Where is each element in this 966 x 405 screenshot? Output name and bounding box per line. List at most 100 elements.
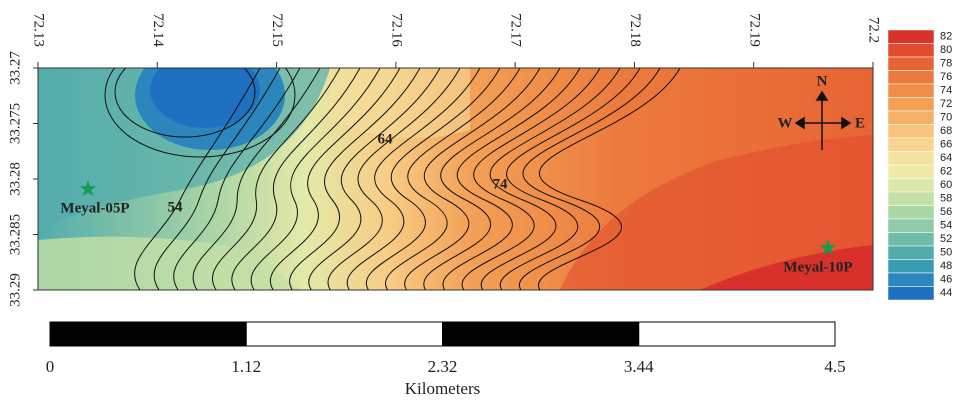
contour-line (537, 68, 681, 290)
colorbar-label: 70 (940, 112, 952, 124)
contour-field (38, 68, 873, 290)
colorbar-label: 74 (940, 85, 952, 97)
contour-line (173, 68, 301, 290)
contour-line (365, 68, 501, 290)
colorbar-label: 48 (940, 260, 952, 272)
compass-east: E (855, 115, 865, 131)
colorbar-label: 64 (940, 152, 952, 164)
contour-line (385, 68, 521, 290)
contour-line (499, 68, 641, 290)
colorbar-label: 82 (940, 31, 952, 43)
y-tick-label: 33.28 (7, 162, 23, 196)
colorbar-swatch (887, 272, 935, 287)
scale-segment (49, 321, 247, 347)
y-tick-label: 33.275 (7, 103, 23, 144)
contour-line (346, 68, 481, 290)
x-tick-label: 72.13 (31, 13, 47, 47)
contour-line (192, 68, 321, 290)
colorbar-swatch (887, 259, 935, 274)
colorbar-swatch (887, 151, 935, 166)
contour-line (289, 68, 421, 290)
colorbar-label: 54 (940, 220, 952, 232)
colorbar-swatch (887, 110, 935, 125)
scale-label: 3.44 (624, 357, 654, 376)
colorbar-label: 72 (940, 98, 952, 110)
colorbar-swatch (887, 70, 935, 85)
contour-line (423, 68, 561, 290)
colorbar-swatch (887, 286, 935, 301)
x-tick-label: 72.19 (746, 13, 762, 47)
y-tick-label: 33.285 (7, 214, 23, 255)
colorbar-swatch (887, 124, 935, 139)
contour-line (153, 68, 281, 290)
contour-line (104, 68, 296, 158)
colorbar-swatch (887, 137, 935, 152)
x-tick-label: 72.14 (150, 13, 166, 47)
colorbar-swatch (887, 205, 935, 220)
contour-line (480, 68, 621, 290)
colorbar-label: 76 (940, 71, 952, 83)
contour-line (134, 68, 261, 290)
colorbar-label: 68 (940, 125, 952, 137)
scale-unit: Kilometers (405, 379, 481, 398)
contour-line (461, 68, 601, 290)
colorbar-label: 44 (940, 287, 952, 299)
colorbar-swatch (887, 164, 935, 179)
colorbar-swatch (887, 56, 935, 71)
compass-north: N (817, 73, 828, 89)
x-tick-label: 72.18 (627, 13, 643, 47)
well-name: Meyal-10P (783, 259, 852, 275)
colorbar-label: 60 (940, 179, 952, 191)
colorbar-swatch (887, 232, 935, 247)
compass-west: W (778, 115, 793, 131)
colorbar-label: 50 (940, 247, 952, 259)
well-marker: ★ (78, 176, 98, 201)
colorbar-label: 58 (940, 193, 952, 205)
contour-line (212, 68, 341, 290)
colorbar-label: 46 (940, 274, 952, 286)
x-tick-label: 72.2 (866, 17, 882, 43)
scale-segment (638, 321, 836, 347)
scale-label: 1.12 (231, 357, 261, 376)
contour-line (327, 68, 461, 290)
x-tick-label: 72.15 (269, 13, 285, 47)
colorbar-label: 80 (940, 44, 952, 56)
colorbar-swatch (887, 97, 935, 112)
colorbar-swatch (887, 29, 935, 44)
colorbar-label: 52 (940, 233, 952, 245)
colorbar-swatch (887, 43, 935, 58)
contour-label: 54 (168, 199, 184, 215)
x-tick-label: 72.16 (388, 13, 404, 47)
contour-line (404, 68, 541, 290)
x-tick-label: 72.17 (508, 13, 524, 47)
colorbar-label: 62 (940, 166, 952, 178)
compass (794, 90, 852, 150)
colorbar-label: 56 (940, 206, 952, 218)
contour-line (250, 68, 381, 290)
contour-line (308, 68, 441, 290)
contour-line (231, 68, 361, 290)
colorbar-label: 66 (940, 139, 952, 151)
contour-line (442, 68, 581, 290)
contour-line (270, 68, 401, 290)
colorbar-swatch (887, 83, 935, 98)
well-name: Meyal-05P (60, 200, 129, 216)
colorbar-swatch (887, 191, 935, 206)
scale-label: 0 (46, 357, 55, 376)
colorbar-swatch (887, 245, 935, 260)
y-tick-label: 33.27 (7, 51, 23, 85)
well-marker: ★ (818, 235, 838, 260)
scale-segment (245, 321, 443, 347)
contour-line (114, 68, 256, 138)
contour-label: 64 (378, 131, 394, 147)
scale-segment (442, 321, 640, 347)
scale-label: 4.5 (824, 357, 845, 376)
y-tick-label: 33.29 (7, 273, 23, 307)
colorbar-swatch (887, 218, 935, 233)
scale-label: 2.32 (428, 357, 458, 376)
contour-label: 74 (493, 176, 509, 192)
colorbar-label: 78 (940, 58, 952, 70)
colorbar-swatch (887, 178, 935, 193)
contour-line (518, 68, 661, 290)
